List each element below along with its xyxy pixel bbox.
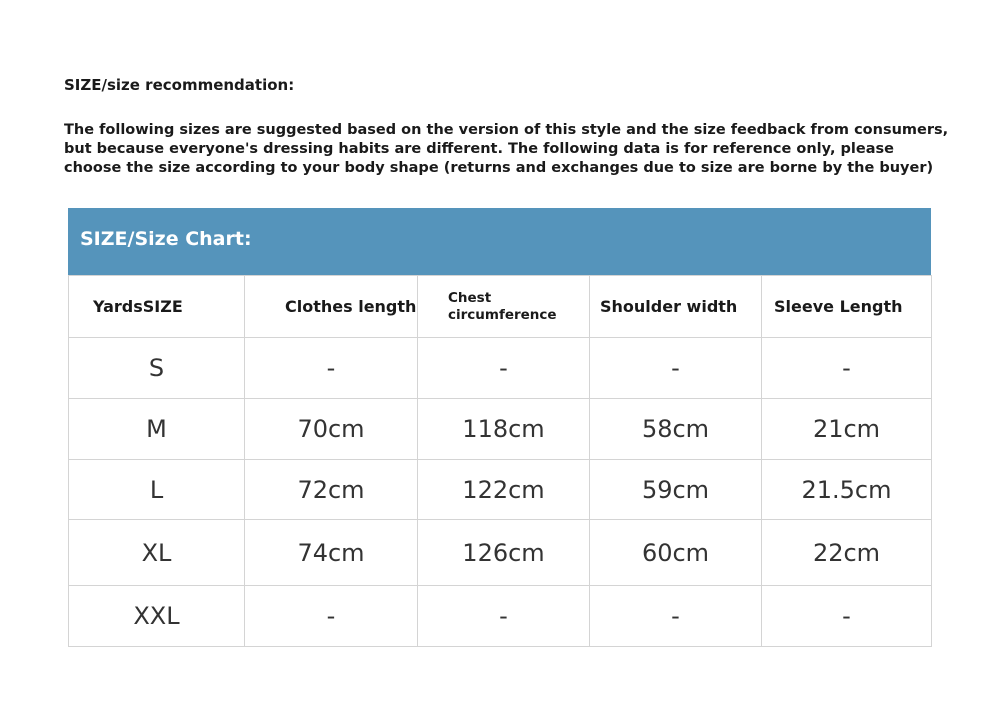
- table-row: XXL - - - -: [68, 585, 932, 647]
- column-header: YardsSIZE: [68, 275, 245, 338]
- measurement-cell: 21cm: [761, 398, 932, 460]
- chart-title-banner: SIZE/Size Chart:: [68, 208, 931, 275]
- intro-line: choose the size according to your body s…: [64, 160, 934, 176]
- measurement-cell: 60cm: [589, 519, 762, 586]
- intro-line: but because everyone's dressing habits a…: [64, 141, 894, 157]
- measurement-cell: 21.5cm: [761, 459, 932, 520]
- table-row: XL 74cm 126cm 60cm 22cm: [68, 519, 932, 586]
- measurement-cell: 118cm: [417, 398, 590, 460]
- measurement-cell: -: [761, 585, 932, 647]
- measurement-cell: -: [589, 585, 762, 647]
- measurement-cell: 58cm: [589, 398, 762, 460]
- measurement-cell: 70cm: [244, 398, 418, 460]
- measurement-cell: 22cm: [761, 519, 932, 586]
- column-header: Shoulder width: [589, 275, 762, 338]
- size-cell: XXL: [68, 585, 245, 647]
- size-table: YardsSIZE Clothes length Chest circumfer…: [68, 275, 932, 647]
- column-header: Chest circumference: [417, 275, 590, 338]
- column-header: Clothes length: [244, 275, 418, 338]
- table-row: L 72cm 122cm 59cm 21.5cm: [68, 459, 932, 520]
- size-cell: L: [68, 459, 245, 520]
- size-cell: M: [68, 398, 245, 460]
- table-row: M 70cm 118cm 58cm 21cm: [68, 398, 932, 460]
- measurement-cell: 74cm: [244, 519, 418, 586]
- intro-line: The following sizes are suggested based …: [64, 122, 949, 138]
- heading: SIZE/size recommendation:: [64, 76, 295, 94]
- table-row: S----: [68, 337, 932, 399]
- measurement-cell: 126cm: [417, 519, 590, 586]
- measurement-cell: -: [589, 337, 762, 399]
- measurement-cell: 122cm: [417, 459, 590, 520]
- measurement-cell: -: [417, 585, 590, 647]
- measurement-cell: -: [244, 585, 418, 647]
- measurement-cell: 59cm: [589, 459, 762, 520]
- measurement-cell: -: [244, 337, 418, 399]
- table-header-row: YardsSIZE Clothes length Chest circumfer…: [68, 275, 932, 338]
- intro-text: The following sizes are suggested based …: [64, 121, 964, 178]
- size-cell: XL: [68, 519, 245, 586]
- measurement-cell: 72cm: [244, 459, 418, 520]
- column-header: Sleeve Length: [761, 275, 932, 338]
- measurement-cell: -: [417, 337, 590, 399]
- measurement-cell: -: [761, 337, 932, 399]
- size-cell: S: [68, 337, 245, 399]
